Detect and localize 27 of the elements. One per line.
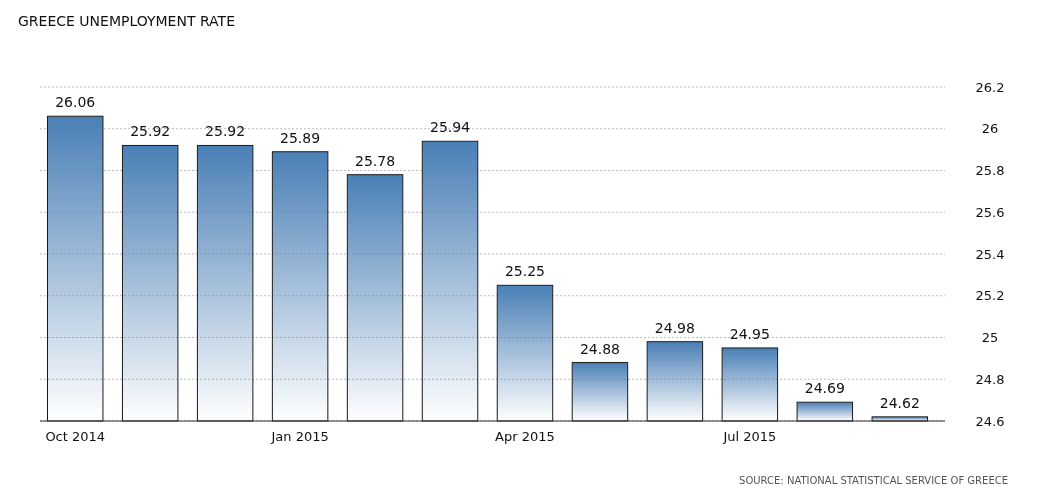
y-tick-label: 25 <box>981 330 999 346</box>
y-tick-label: 26.2 <box>975 79 1005 95</box>
y-tick-label: 24.6 <box>975 413 1005 429</box>
data-label: 25.25 <box>504 263 546 280</box>
data-label: 25.89 <box>280 129 321 146</box>
data-label: 24.69 <box>804 380 845 397</box>
data-label: 24.62 <box>879 394 920 411</box>
y-tick-label: 25.4 <box>975 246 1005 262</box>
y-tick-label: 26 <box>981 121 999 137</box>
y-tick-label: 25.6 <box>975 204 1005 220</box>
data-label: 25.94 <box>429 119 471 136</box>
data-label: 25.92 <box>205 123 246 140</box>
chart-title: GREECE UNEMPLOYMENT RATE <box>18 13 235 29</box>
data-label: 24.95 <box>729 325 770 342</box>
x-tick-label: Apr 2015 <box>495 429 555 444</box>
x-tick-label: Jan 2015 <box>270 429 329 444</box>
source-note: SOURCE: NATIONAL STATISTICAL SERVICE OF GREECE <box>739 475 1008 486</box>
data-label: 24.88 <box>579 340 620 357</box>
data-label: 25.78 <box>355 152 396 169</box>
y-tick-label: 25.2 <box>975 288 1005 304</box>
x-tick-label: Oct 2014 <box>45 429 106 444</box>
data-label: 26.06 <box>55 94 96 111</box>
y-tick-label: 25.8 <box>975 163 1005 179</box>
data-label: 24.98 <box>654 319 695 336</box>
y-tick-label: 24.8 <box>975 371 1005 387</box>
data-label: 25.92 <box>130 123 171 140</box>
x-tick-label: Jul 2015 <box>722 429 777 444</box>
